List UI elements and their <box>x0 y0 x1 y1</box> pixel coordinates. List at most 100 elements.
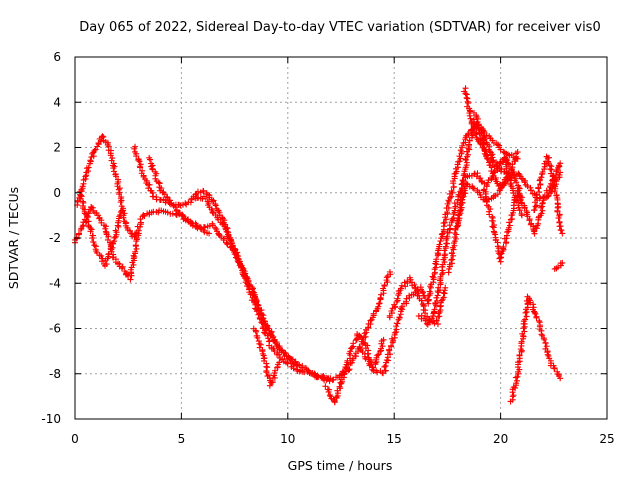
data-point <box>399 303 406 310</box>
data-point <box>454 223 461 230</box>
data-point <box>372 359 379 366</box>
grid <box>75 57 607 419</box>
data-point <box>422 317 429 324</box>
data-point <box>510 392 517 399</box>
x-tick-label: 15 <box>387 432 402 446</box>
data-points <box>71 85 566 406</box>
data-point <box>551 188 558 195</box>
data-point <box>348 344 355 351</box>
data-point <box>146 181 153 188</box>
data-point <box>494 191 501 198</box>
data-point <box>523 308 530 315</box>
data-point <box>457 207 464 214</box>
data-point <box>497 254 504 261</box>
data-point <box>381 363 388 370</box>
data-point <box>465 141 472 148</box>
data-point <box>518 338 525 345</box>
data-point <box>526 217 533 224</box>
data-point <box>305 367 312 374</box>
data-point <box>460 193 467 200</box>
data-point <box>500 182 507 189</box>
data-point <box>442 251 449 258</box>
data-point <box>386 268 393 275</box>
data-point <box>465 151 472 158</box>
data-point <box>192 191 199 198</box>
data-point <box>283 352 290 359</box>
data-point <box>557 375 564 382</box>
data-point <box>394 295 401 302</box>
data-point <box>112 227 119 234</box>
data-point <box>391 301 398 308</box>
data-point <box>209 209 216 216</box>
data-point <box>356 343 363 350</box>
data-point <box>290 365 297 372</box>
data-point <box>131 145 138 152</box>
data-point <box>293 361 300 368</box>
data-point <box>474 122 481 129</box>
data-point <box>137 223 144 230</box>
data-point <box>463 159 470 166</box>
data-point <box>462 85 469 92</box>
data-point <box>451 230 458 237</box>
data-point <box>453 168 460 175</box>
data-point <box>85 168 92 175</box>
series-track-9 <box>338 268 394 378</box>
data-point <box>522 316 529 323</box>
data-point <box>456 158 463 165</box>
data-point <box>487 206 494 213</box>
data-point <box>553 168 560 175</box>
data-point <box>388 307 395 314</box>
data-point <box>398 282 405 289</box>
data-point <box>202 224 209 231</box>
data-point <box>189 222 196 229</box>
data-point <box>448 188 455 195</box>
data-point <box>388 335 395 342</box>
data-point <box>118 207 125 214</box>
data-point <box>182 200 189 207</box>
series-track-20 <box>531 153 566 237</box>
data-point <box>555 203 562 210</box>
data-point <box>184 216 191 223</box>
data-point <box>539 199 546 206</box>
data-point <box>416 292 423 299</box>
data-point <box>105 250 112 257</box>
data-point <box>396 314 403 321</box>
data-point <box>391 329 398 336</box>
data-point <box>311 370 318 377</box>
data-point <box>325 388 332 395</box>
data-point <box>532 310 539 317</box>
data-point <box>261 329 268 336</box>
data-point <box>533 202 540 209</box>
series-track-18 <box>480 160 564 265</box>
data-point <box>534 197 541 204</box>
data-point <box>518 175 525 182</box>
data-point <box>117 212 124 219</box>
data-point <box>117 199 124 206</box>
data-point <box>314 372 321 379</box>
data-point <box>381 282 388 289</box>
data-point <box>342 368 349 375</box>
data-point <box>288 356 295 363</box>
data-point <box>233 252 240 259</box>
data-point <box>257 341 264 348</box>
x-tick-label: 25 <box>599 432 614 446</box>
data-point <box>158 185 165 192</box>
data-point <box>537 204 544 211</box>
data-point <box>132 248 139 255</box>
data-point <box>252 295 259 302</box>
data-point <box>194 188 201 195</box>
data-point <box>450 183 457 190</box>
y-tick-label: 2 <box>53 141 61 155</box>
data-point <box>79 223 86 230</box>
data-point <box>445 229 452 236</box>
data-point <box>326 378 333 385</box>
data-point <box>457 147 464 154</box>
data-point <box>470 185 477 192</box>
data-point <box>99 133 106 140</box>
data-point <box>149 165 156 172</box>
data-point <box>116 213 123 220</box>
data-point <box>538 210 545 217</box>
data-point <box>146 156 153 163</box>
data-point <box>551 365 558 372</box>
